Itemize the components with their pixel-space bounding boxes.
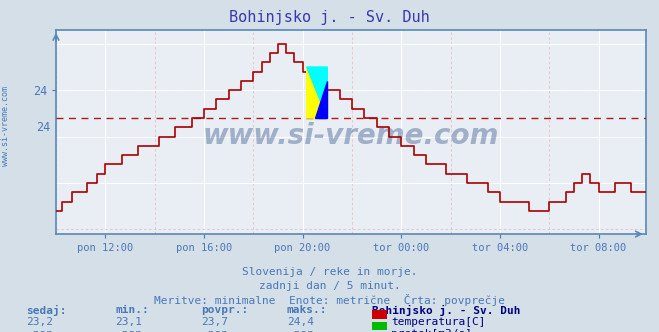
Text: -nan: -nan bbox=[287, 329, 314, 332]
Text: 24,4: 24,4 bbox=[287, 317, 314, 327]
Polygon shape bbox=[306, 67, 328, 118]
Text: 23,2: 23,2 bbox=[26, 317, 53, 327]
Text: min.:: min.: bbox=[115, 305, 149, 315]
Text: 24: 24 bbox=[36, 121, 50, 134]
Text: 23,1: 23,1 bbox=[115, 317, 142, 327]
Text: -nan: -nan bbox=[26, 329, 53, 332]
Text: Slovenija / reke in morje.: Slovenija / reke in morje. bbox=[242, 267, 417, 277]
Text: -nan: -nan bbox=[115, 329, 142, 332]
Polygon shape bbox=[306, 67, 328, 118]
Text: Bohinjsko j. - Sv. Duh: Bohinjsko j. - Sv. Duh bbox=[372, 305, 521, 316]
Text: www.si-vreme.com: www.si-vreme.com bbox=[1, 86, 10, 166]
Text: pretok[m3/s]: pretok[m3/s] bbox=[391, 329, 472, 332]
Text: zadnji dan / 5 minut.: zadnji dan / 5 minut. bbox=[258, 281, 401, 290]
Text: Meritve: minimalne  Enote: metrične  Črta: povprečje: Meritve: minimalne Enote: metrične Črta:… bbox=[154, 294, 505, 306]
Text: povpr.:: povpr.: bbox=[201, 305, 248, 315]
Text: 23,7: 23,7 bbox=[201, 317, 228, 327]
Polygon shape bbox=[315, 81, 328, 118]
Text: -nan: -nan bbox=[201, 329, 228, 332]
Text: maks.:: maks.: bbox=[287, 305, 327, 315]
Text: Bohinjsko j. - Sv. Duh: Bohinjsko j. - Sv. Duh bbox=[229, 10, 430, 25]
Text: temperatura[C]: temperatura[C] bbox=[391, 317, 485, 327]
Text: sedaj:: sedaj: bbox=[26, 305, 67, 316]
Text: www.si-vreme.com: www.si-vreme.com bbox=[203, 122, 499, 150]
